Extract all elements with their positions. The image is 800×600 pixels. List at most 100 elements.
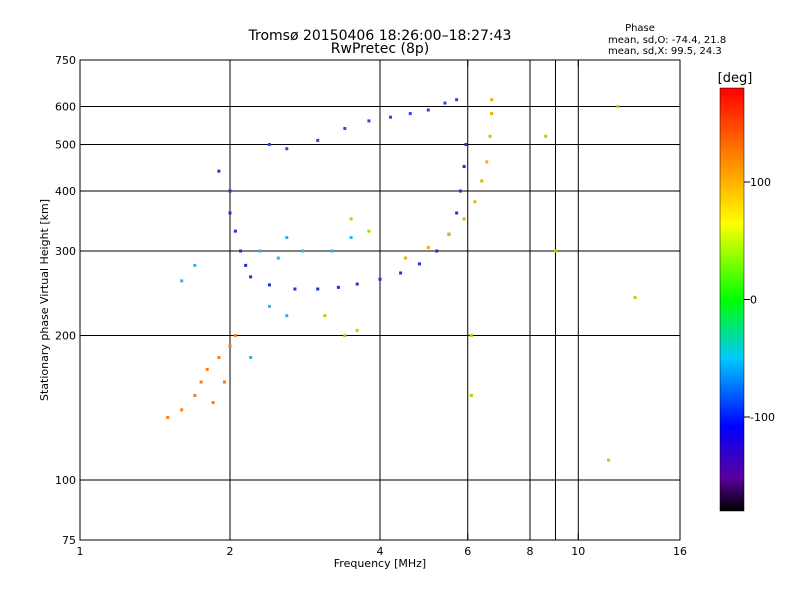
y-axis-label: Stationary phase Virtual Height [km] [38,199,51,401]
data-point [469,394,473,398]
data-point [389,115,393,119]
x-tick-label: 4 [377,545,384,558]
y-tick-label: 500 [55,139,76,152]
data-point [343,334,347,338]
data-point [267,283,271,287]
data-point [403,256,407,260]
data-point [455,98,459,102]
data-point [349,217,353,221]
data-point [553,249,557,253]
data-point [330,249,334,253]
data-point [323,314,327,318]
series-0 [217,143,468,291]
data-point [616,105,620,109]
data-point [417,262,421,266]
data-point [464,143,468,147]
data-point [223,380,227,384]
data-point [488,134,492,138]
data-point [249,355,253,359]
series-5 [323,105,637,462]
data-point [258,249,262,253]
data-point [349,236,353,240]
data-point [239,249,243,253]
data-point [211,401,215,405]
data-point [228,211,232,215]
data-point [367,229,371,233]
data-point [205,367,209,371]
data-point [355,328,359,332]
data-point [267,143,271,147]
data-point [443,101,447,105]
data-point [249,275,253,279]
data-point [426,246,430,250]
data-point [633,296,637,300]
data-point [193,394,197,398]
series-4 [180,236,353,359]
y-tick-label: 750 [55,54,76,67]
data-point [301,249,305,253]
chart-title: Tromsø 20150406 18:26:00–18:27:43 [248,28,512,44]
colorbar-ticks: 100 0 -100 [744,176,775,424]
data-point [233,334,237,338]
data-point [462,217,466,221]
data-point [217,169,221,173]
data-point [228,189,232,193]
y-tick-label: 200 [55,330,76,343]
data-point [193,263,197,267]
data-point [180,279,184,283]
series-3 [166,334,237,419]
stats-heading: Phase [625,23,655,34]
data-point [316,287,320,291]
data-point [455,211,459,215]
x-tick-label: 1 [77,545,84,558]
data-point [378,277,382,281]
x-tick-label: 6 [464,545,471,558]
data-point [355,282,359,286]
echo-points [166,98,637,462]
data-point [233,229,237,233]
y-tick-label: 300 [55,245,76,258]
x-tick-label: 10 [571,545,585,558]
data-point [228,344,232,348]
colorbar-label: [deg] [718,71,753,86]
data-point [199,380,203,384]
x-tick-label: 16 [673,545,687,558]
data-point [435,249,439,253]
data-point [607,458,611,462]
data-point [217,355,221,359]
grid-lines [80,60,680,540]
data-point [490,112,494,116]
data-point [343,126,347,130]
colorbar [719,87,745,512]
data-point [336,285,340,289]
series-1 [267,98,459,151]
data-point [285,236,289,240]
colorbar-tick-label: -100 [750,411,775,424]
data-point [399,271,403,275]
x-tick-label: 2 [227,545,234,558]
data-point [485,160,489,164]
data-point [458,189,462,193]
x-tick-label: 8 [527,545,534,558]
data-point [276,256,280,260]
data-point [469,334,473,338]
colorbar-tick-label: 100 [750,176,771,189]
y-tick-label: 400 [55,185,76,198]
x-axis-label: Frequency [MHz] [334,557,426,570]
series-2 [403,98,494,260]
data-point [544,134,548,138]
data-point [447,232,451,236]
data-point [244,263,248,267]
data-point [285,147,289,151]
data-point [426,108,430,112]
data-point [480,179,484,183]
y-tick-label: 600 [55,101,76,114]
data-point [462,164,466,168]
y-tick-label: 75 [62,534,76,547]
data-point [367,119,371,123]
data-point [408,112,412,116]
data-point [285,314,289,318]
data-point [490,98,494,102]
data-point [316,138,320,142]
